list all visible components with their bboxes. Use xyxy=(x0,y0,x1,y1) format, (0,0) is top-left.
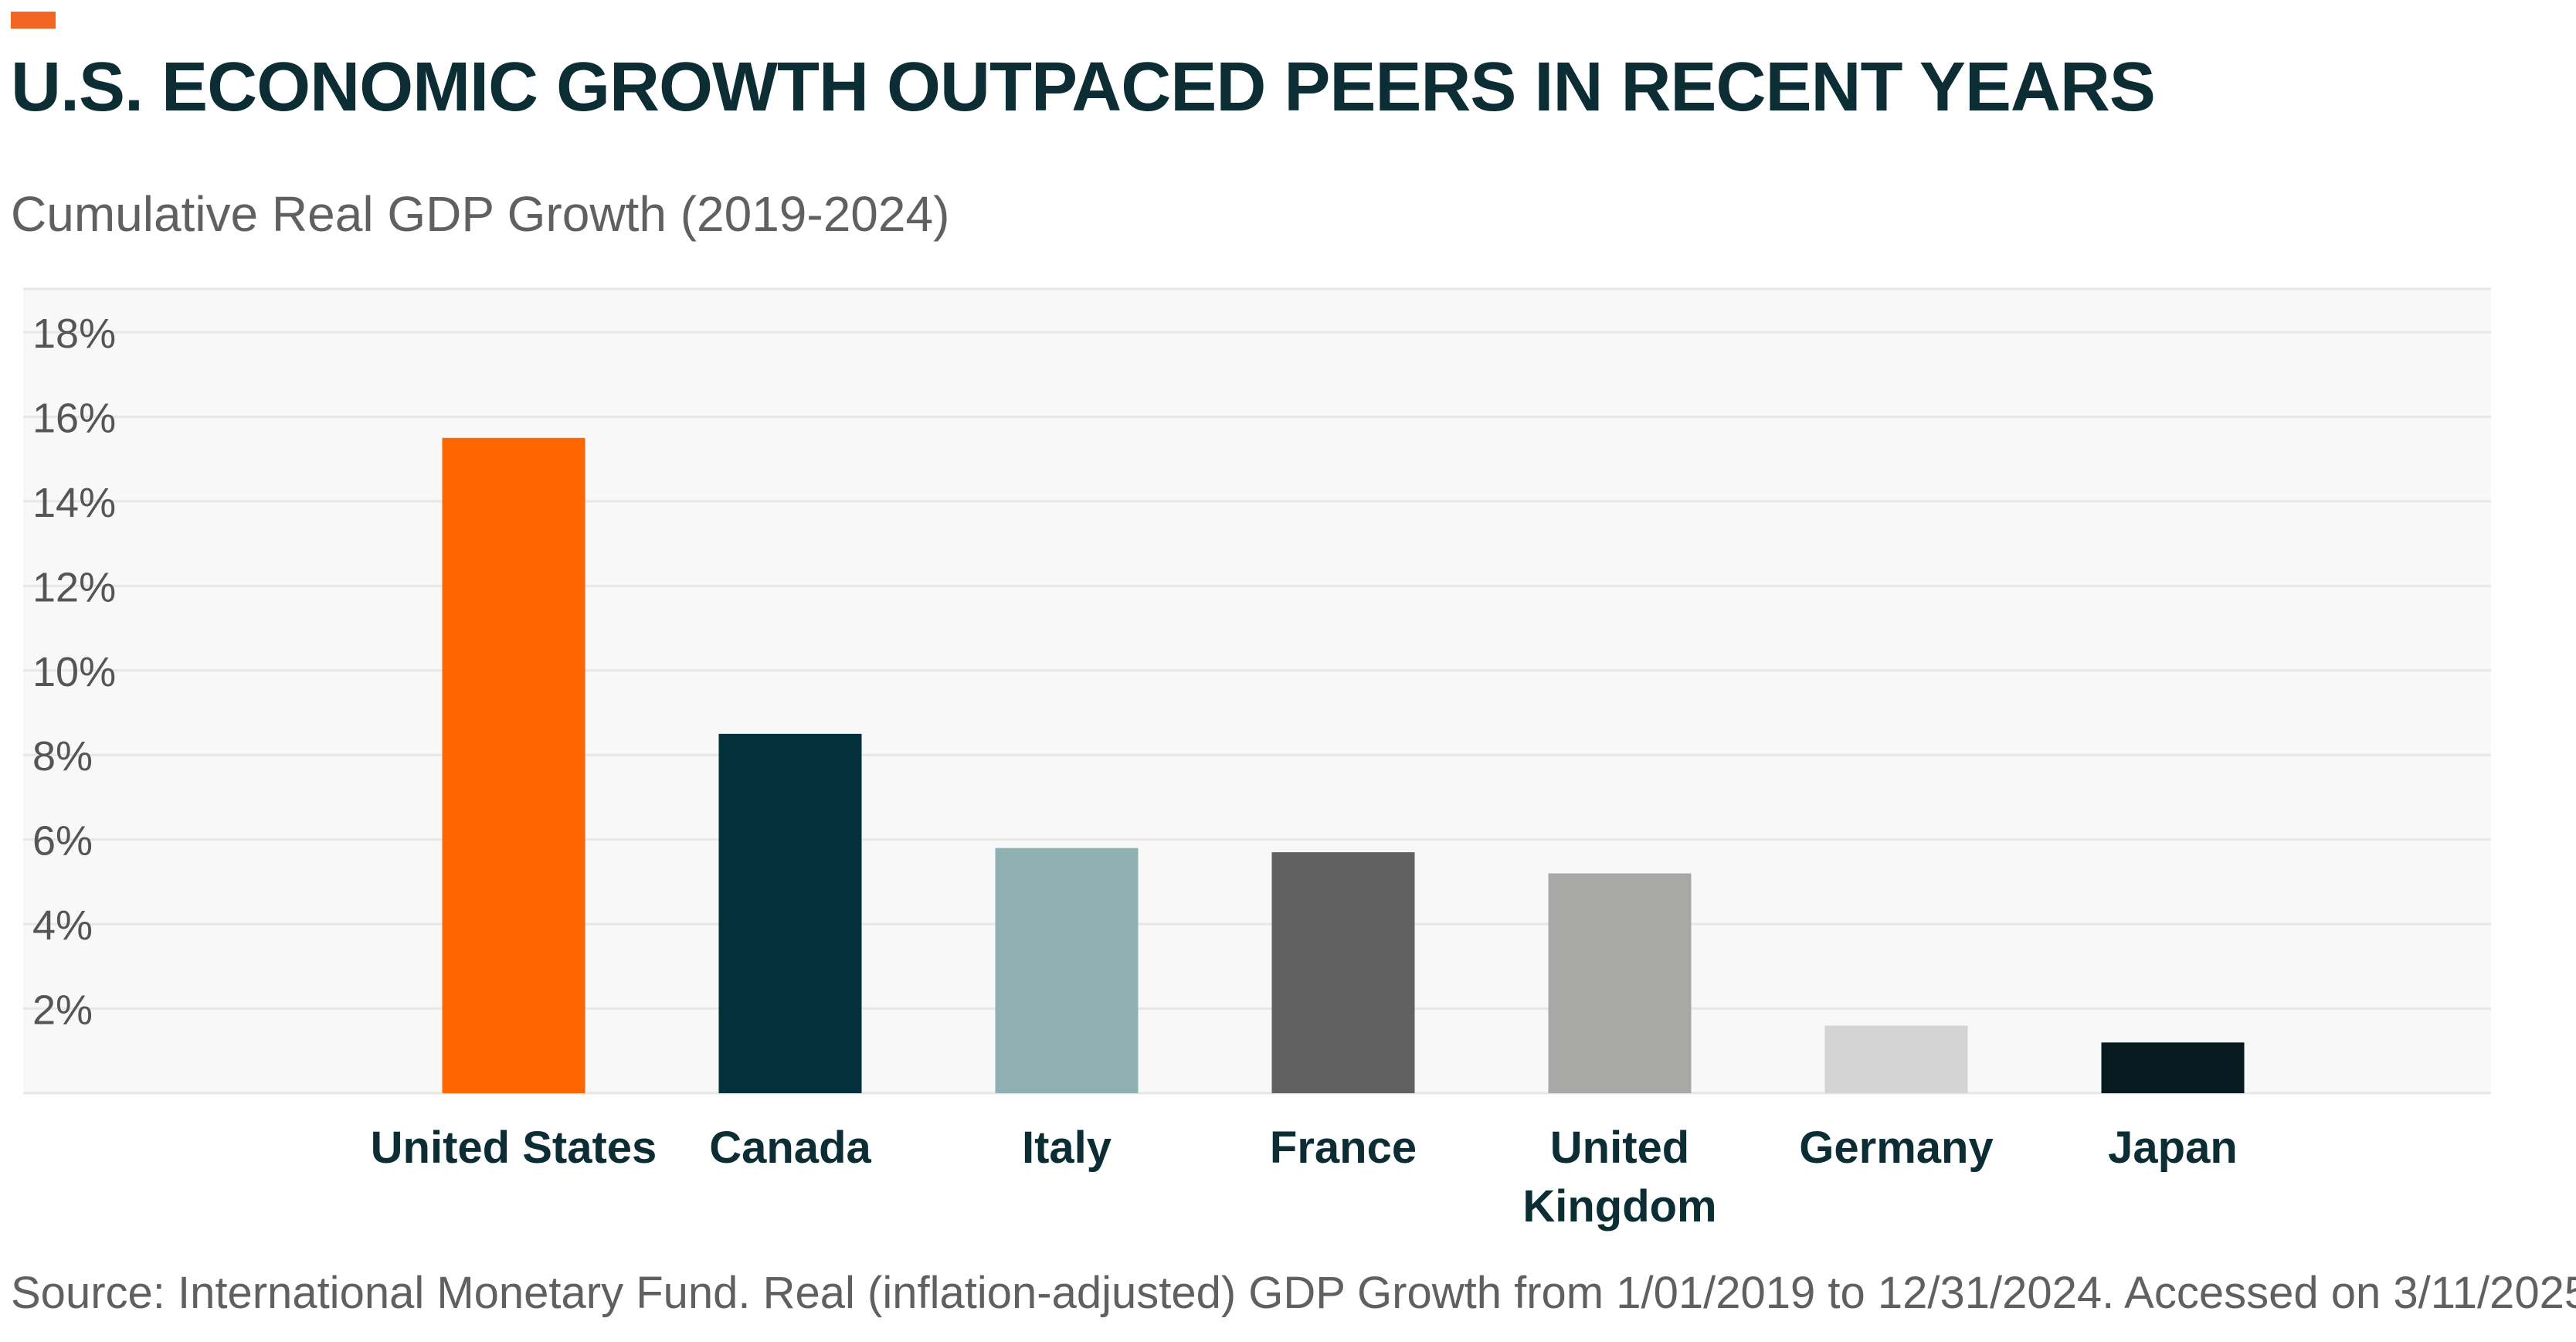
x-tick-label: United xyxy=(1550,1123,1689,1173)
x-tick-label: Japan xyxy=(2108,1123,2238,1173)
y-axis-ticks: 2% 4% 6% 8% 10% 12% 14% 16% 18% xyxy=(32,311,116,1034)
bar-united-states xyxy=(442,437,585,1093)
y-tick-label: 12% xyxy=(32,564,116,610)
x-tick-label: Germany xyxy=(1799,1123,1993,1173)
bars xyxy=(442,437,2245,1093)
y-tick-label: 2% xyxy=(32,987,93,1034)
y-tick-label: 8% xyxy=(32,733,93,780)
y-tick-label: 10% xyxy=(32,649,116,695)
y-tick-label: 16% xyxy=(32,395,116,441)
x-tick-label: France xyxy=(1270,1123,1417,1173)
bar-united-kingdom xyxy=(1548,873,1692,1093)
y-tick-label: 14% xyxy=(32,480,116,526)
bar-canada xyxy=(718,733,862,1093)
x-tick-label: Canada xyxy=(709,1123,871,1173)
bar-chart: 2% 4% 6% 8% 10% 12% 14% 16% 18% United States Can… xyxy=(23,287,2491,1232)
chart-subtitle: Cumulative Real GDP Growth (2019-2024) xyxy=(11,186,950,242)
source-note: Source: International Monetary Fund. Rea… xyxy=(11,1268,2576,1318)
x-axis-labels: United States Canada Italy France United King… xyxy=(371,1123,2238,1232)
x-tick-label: Italy xyxy=(1022,1123,1112,1173)
y-tick-label: 4% xyxy=(32,902,93,949)
gridlines xyxy=(23,287,2491,1095)
bar-italy xyxy=(995,848,1139,1093)
y-tick-label: 6% xyxy=(32,818,93,865)
bar-japan xyxy=(2101,1042,2245,1093)
accent-bar xyxy=(11,12,56,29)
bar-germany xyxy=(1824,1025,1968,1093)
plot-background xyxy=(23,289,2491,1093)
page-title: U.S. ECONOMIC GROWTH OUTPACED PEERS IN R… xyxy=(11,49,2156,126)
y-tick-label: 18% xyxy=(32,311,116,357)
x-tick-label: United States xyxy=(371,1123,657,1173)
bar-france xyxy=(1271,852,1415,1093)
x-tick-label: Kingdom xyxy=(1522,1181,1716,1232)
